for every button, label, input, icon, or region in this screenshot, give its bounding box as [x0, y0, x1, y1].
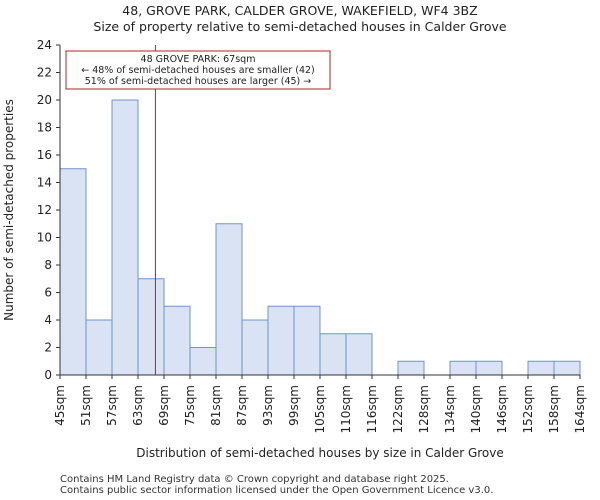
bar-87sqm	[241, 319, 269, 376]
bar-99sqm	[293, 305, 321, 376]
y-tick-label: 10	[37, 231, 52, 245]
bar-140sqm	[475, 360, 503, 376]
x-tick-label: 146sqm	[495, 385, 509, 433]
bar-63sqm	[137, 278, 165, 376]
x-tick-label: 51sqm	[79, 385, 93, 426]
x-tick-label: 134sqm	[443, 385, 457, 433]
x-tick-label: 93sqm	[261, 385, 275, 426]
y-tick-label: 2	[44, 341, 52, 355]
annotation-line-3: 51% of semi-detached houses are larger (…	[85, 76, 312, 87]
bar-57sqm	[111, 99, 139, 376]
y-tick-label: 4	[44, 313, 52, 327]
bar-158sqm	[553, 360, 581, 376]
chart-title-line1: 48, GROVE PARK, CALDER GROVE, WAKEFIELD,…	[122, 3, 478, 18]
bar-81sqm	[215, 223, 243, 376]
x-tick-label: 87sqm	[235, 385, 249, 426]
bar-69sqm	[163, 305, 191, 376]
y-tick-label: 20	[37, 93, 52, 107]
y-tick-label: 14	[37, 176, 52, 190]
bar-122sqm	[397, 360, 425, 376]
y-tick-label: 22	[37, 66, 52, 80]
x-axis-label: Distribution of semi-detached houses by …	[136, 446, 504, 460]
bar-110sqm	[345, 333, 373, 376]
x-tick-label: 45sqm	[53, 385, 67, 426]
chart-title-line2: Size of property relative to semi-detach…	[93, 19, 507, 34]
x-tick-label: 158sqm	[547, 385, 561, 433]
footer-line1: Contains HM Land Registry data © Crown c…	[60, 474, 449, 485]
x-tick-label: 81sqm	[209, 385, 223, 426]
footer-line2: Contains public sector information licen…	[60, 485, 494, 496]
y-tick-label: 16	[37, 148, 52, 162]
x-tick-label: 164sqm	[573, 385, 587, 433]
bar-134sqm	[449, 360, 477, 376]
x-tick-label: 105sqm	[313, 385, 327, 433]
y-tick-label: 8	[44, 258, 52, 272]
y-axis-label: Number of semi-detached properties	[2, 99, 16, 321]
x-tick-label: 122sqm	[391, 385, 405, 433]
bar-105sqm	[319, 333, 347, 376]
x-tick-label: 140sqm	[469, 385, 483, 433]
y-tick-label: 6	[44, 286, 52, 300]
y-tick-label: 24	[37, 38, 52, 52]
bar-51sqm	[85, 319, 113, 376]
x-tick-label: 57sqm	[105, 385, 119, 426]
x-tick-label: 116sqm	[365, 385, 379, 433]
annotation-box	[65, 50, 331, 90]
bar-152sqm	[527, 360, 555, 376]
x-tick-label: 75sqm	[183, 385, 197, 426]
x-tick-label: 152sqm	[521, 385, 535, 433]
x-tick-label: 128sqm	[417, 385, 431, 433]
y-tick-label: 18	[37, 121, 52, 135]
y-tick-label: 0	[44, 368, 52, 382]
annotation-line-1: 48 GROVE PARK: 67sqm	[141, 54, 256, 65]
annotation-line-2: ← 48% of semi-detached houses are smalle…	[81, 65, 315, 76]
x-tick-label: 99sqm	[287, 385, 301, 426]
bar-75sqm	[189, 347, 217, 376]
bar-45sqm	[59, 168, 87, 376]
x-tick-label: 110sqm	[339, 385, 353, 433]
x-tick-label: 63sqm	[131, 385, 145, 426]
x-tick-label: 69sqm	[157, 385, 171, 426]
y-tick-label: 12	[37, 203, 52, 217]
bar-93sqm	[267, 305, 295, 376]
